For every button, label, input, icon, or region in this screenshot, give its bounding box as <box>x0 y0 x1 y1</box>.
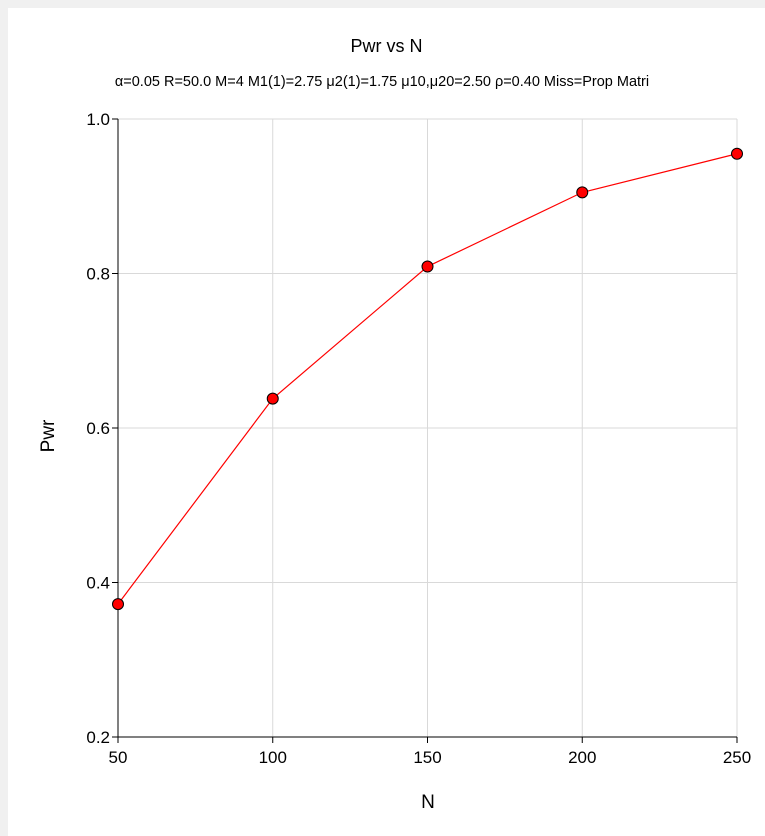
data-point-3 <box>576 186 589 199</box>
grid <box>117 118 738 738</box>
tick-labels: 0.2 0.4 0.6 0.8 1.0 50 100 150 200 250 <box>86 110 751 767</box>
x-tick-label-2: 150 <box>413 748 441 767</box>
chart-subtitle: α=0.05 R=50.0 M=4 M1(1)=2.75 μ2(1)=1.75 … <box>115 74 649 90</box>
chart-frame: 0.2 0.4 0.6 0.8 1.0 50 100 150 200 250 Pwr vs N α… <box>8 8 765 836</box>
y-tick-label-4: 1.0 <box>86 110 110 129</box>
data-point-1 <box>266 392 279 405</box>
series <box>112 147 743 611</box>
y-tick-label-3: 0.8 <box>86 265 110 284</box>
chart-title: Pwr vs N <box>351 36 423 56</box>
x-tick-label-3: 200 <box>568 748 596 767</box>
x-axis-label: N <box>421 792 435 813</box>
x-tick-label-1: 100 <box>259 748 287 767</box>
y-tick-label-0: 0.2 <box>86 728 110 747</box>
y-axis-label: Pwr <box>38 419 59 452</box>
y-tick-label-2: 0.6 <box>86 419 110 438</box>
x-tick-label-0: 50 <box>109 748 128 767</box>
data-point-2 <box>421 260 434 273</box>
data-point-4 <box>731 147 743 160</box>
y-tick-label-1: 0.4 <box>86 574 110 593</box>
power-chart: 0.2 0.4 0.6 0.8 1.0 50 100 150 200 250 Pwr vs N α… <box>38 36 751 813</box>
x-tick-label-4: 250 <box>723 748 751 767</box>
data-point-0 <box>112 598 124 611</box>
